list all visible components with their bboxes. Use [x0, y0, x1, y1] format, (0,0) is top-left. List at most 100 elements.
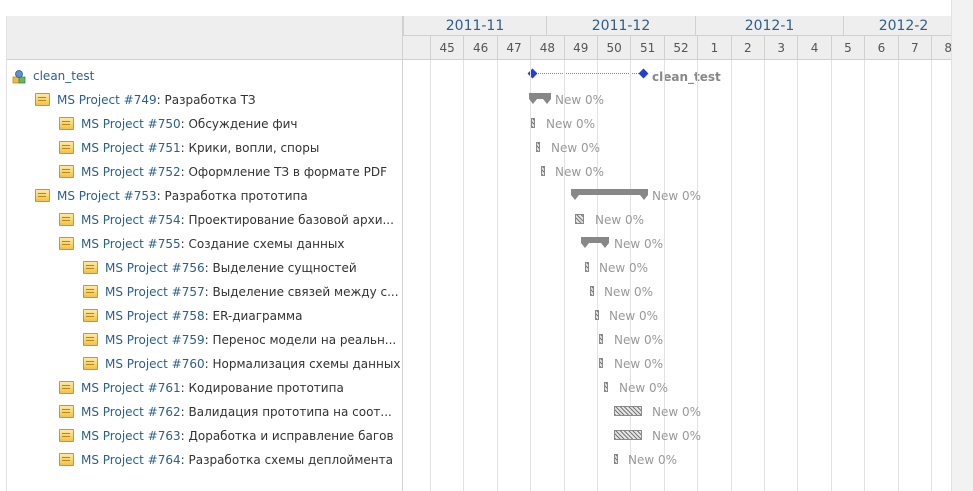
task-icon: [83, 357, 98, 370]
task-icon: [59, 237, 74, 250]
task-icon: [59, 165, 74, 178]
task-id-link[interactable]: MS Project #749: [57, 93, 157, 107]
task-subject: : Выделение сущностей: [204, 261, 357, 275]
task-id-link[interactable]: MS Project #759: [105, 333, 205, 347]
task-row[interactable]: MS Project #750: Обсуждение фич: [7, 112, 402, 136]
task-bar[interactable]: [590, 286, 594, 296]
task-label: MS Project #762: Валидация прототипа на …: [81, 400, 392, 424]
project-row[interactable]: clean_test: [7, 64, 402, 88]
task-bar[interactable]: [536, 142, 540, 152]
task-id-link[interactable]: MS Project #752: [81, 165, 181, 179]
task-id-link[interactable]: MS Project #755: [81, 237, 181, 251]
week-header-cell: 2: [730, 36, 764, 60]
month-header-cell: 2011-11: [403, 16, 546, 36]
task-status-label: New 0%: [555, 165, 605, 179]
week-header-cell: 52: [663, 36, 697, 60]
task-label: MS Project #756: Выделение сущностей: [105, 256, 357, 280]
task-row[interactable]: MS Project #758: ER-диаграмма: [7, 304, 402, 328]
task-status-label: New 0%: [652, 429, 702, 443]
task-subject: : Обсуждение фич: [180, 117, 298, 131]
task-row[interactable]: MS Project #763: Доработка и исправление…: [7, 424, 402, 448]
task-id-link[interactable]: MS Project #760: [105, 357, 205, 371]
week-header-cell: 45: [430, 36, 463, 60]
task-row[interactable]: MS Project #760: Нормализация схемы данн…: [7, 352, 402, 376]
task-id-link[interactable]: MS Project #761: [81, 381, 181, 395]
week-header-cell: 51: [630, 36, 663, 60]
parent-task-bar[interactable]: [571, 189, 648, 200]
task-row[interactable]: MS Project #762: Валидация прототипа на …: [7, 400, 402, 424]
task-row[interactable]: MS Project #757: Выделение связей между …: [7, 280, 402, 304]
task-icon: [59, 117, 74, 130]
task-bar[interactable]: [599, 334, 603, 344]
task-bar[interactable]: [585, 262, 589, 272]
task-id-link[interactable]: MS Project #763: [81, 429, 181, 443]
project-bar-label: clean_test: [652, 70, 721, 84]
task-subject: : Крики, вопли, споры: [180, 141, 320, 155]
task-row[interactable]: MS Project #749: Разработка ТЗ: [7, 88, 402, 112]
vertical-scrollbar[interactable]: [951, 0, 973, 491]
task-bar[interactable]: [595, 310, 599, 320]
task-status-label: New 0%: [652, 189, 702, 203]
task-row[interactable]: MS Project #761: Кодирование прототипа: [7, 376, 402, 400]
task-id-link[interactable]: MS Project #754: [81, 213, 181, 227]
task-id-link[interactable]: MS Project #750: [81, 117, 181, 131]
task-status-label: New 0%: [628, 453, 678, 467]
task-row[interactable]: MS Project #753: Разработка прототипа: [7, 184, 402, 208]
task-row[interactable]: MS Project #755: Создание схемы данных: [7, 232, 402, 256]
task-bar[interactable]: [614, 430, 642, 440]
week-grid-line: [897, 60, 899, 491]
task-bar[interactable]: [575, 214, 584, 224]
task-status-label: New 0%: [652, 405, 702, 419]
task-label: MS Project #750: Обсуждение фич: [81, 112, 298, 136]
task-bar[interactable]: [614, 406, 642, 416]
task-icon: [59, 453, 74, 466]
task-subject: : Проектирование базовой архи...: [180, 213, 394, 227]
parent-task-bar[interactable]: [581, 237, 609, 248]
task-row[interactable]: MS Project #754: Проектирование базовой …: [7, 208, 402, 232]
task-id-link[interactable]: MS Project #753: [57, 189, 157, 203]
task-label: MS Project #749: Разработка ТЗ: [57, 88, 256, 112]
week-grid-line: [663, 60, 665, 491]
task-row[interactable]: MS Project #759: Перенос модели на реаль…: [7, 328, 402, 352]
task-subject: : Разработка прототипа: [156, 189, 308, 203]
task-bar[interactable]: [541, 166, 545, 176]
task-subject: : Валидация прототипа на соот...: [180, 405, 392, 419]
week-grid-line: [463, 60, 465, 491]
task-row[interactable]: MS Project #756: Выделение сущностей: [7, 256, 402, 280]
task-id-link[interactable]: MS Project #756: [105, 261, 205, 275]
week-header-cell: 48: [530, 36, 563, 60]
gantt-subjects-panel: clean_test MS Project #749: Разработка Т…: [6, 16, 403, 491]
week-header-cell: 7: [897, 36, 931, 60]
task-bar[interactable]: [599, 358, 603, 368]
task-status-label: New 0%: [595, 213, 645, 227]
task-status-label: New 0%: [599, 261, 649, 275]
month-header-cell: 2012-1: [695, 16, 843, 36]
task-subject: : Выделение связей между с...: [204, 285, 399, 299]
task-row[interactable]: MS Project #764: Разработка схемы деплой…: [7, 448, 402, 472]
week-header-cell: 46: [463, 36, 496, 60]
task-status-label: New 0%: [614, 237, 664, 251]
task-id-link[interactable]: MS Project #762: [81, 405, 181, 419]
task-bar[interactable]: [531, 118, 535, 128]
week-grid-line: [530, 60, 532, 491]
parent-task-bar[interactable]: [529, 93, 551, 104]
month-header-cell: 2012-2: [843, 16, 951, 36]
week-header: 45 46 47 48 49 50 51 52 1 2 3 4 5 6 7 8: [403, 36, 951, 60]
task-bar[interactable]: [604, 382, 608, 392]
task-subject: : Нормализация схемы данных: [204, 357, 401, 371]
task-id-link[interactable]: MS Project #757: [105, 285, 205, 299]
task-id-link[interactable]: MS Project #751: [81, 141, 181, 155]
week-header-cell: 49: [563, 36, 597, 60]
week-header-cell: 1: [697, 36, 730, 60]
week-header-cell: 5: [830, 36, 864, 60]
project-link[interactable]: clean_test: [33, 69, 95, 83]
week-grid-line: [697, 60, 699, 491]
task-id-link[interactable]: MS Project #758: [105, 309, 205, 323]
month-header: 2011-11 2011-12 2012-1 2012-2: [403, 16, 951, 36]
task-icon: [59, 141, 74, 154]
task-row[interactable]: MS Project #751: Крики, вопли, споры: [7, 136, 402, 160]
task-id-link[interactable]: MS Project #764: [81, 453, 181, 467]
task-bar[interactable]: [614, 454, 618, 464]
task-row[interactable]: MS Project #752: Оформление ТЗ в формате…: [7, 160, 402, 184]
task-status-label: New 0%: [609, 309, 659, 323]
